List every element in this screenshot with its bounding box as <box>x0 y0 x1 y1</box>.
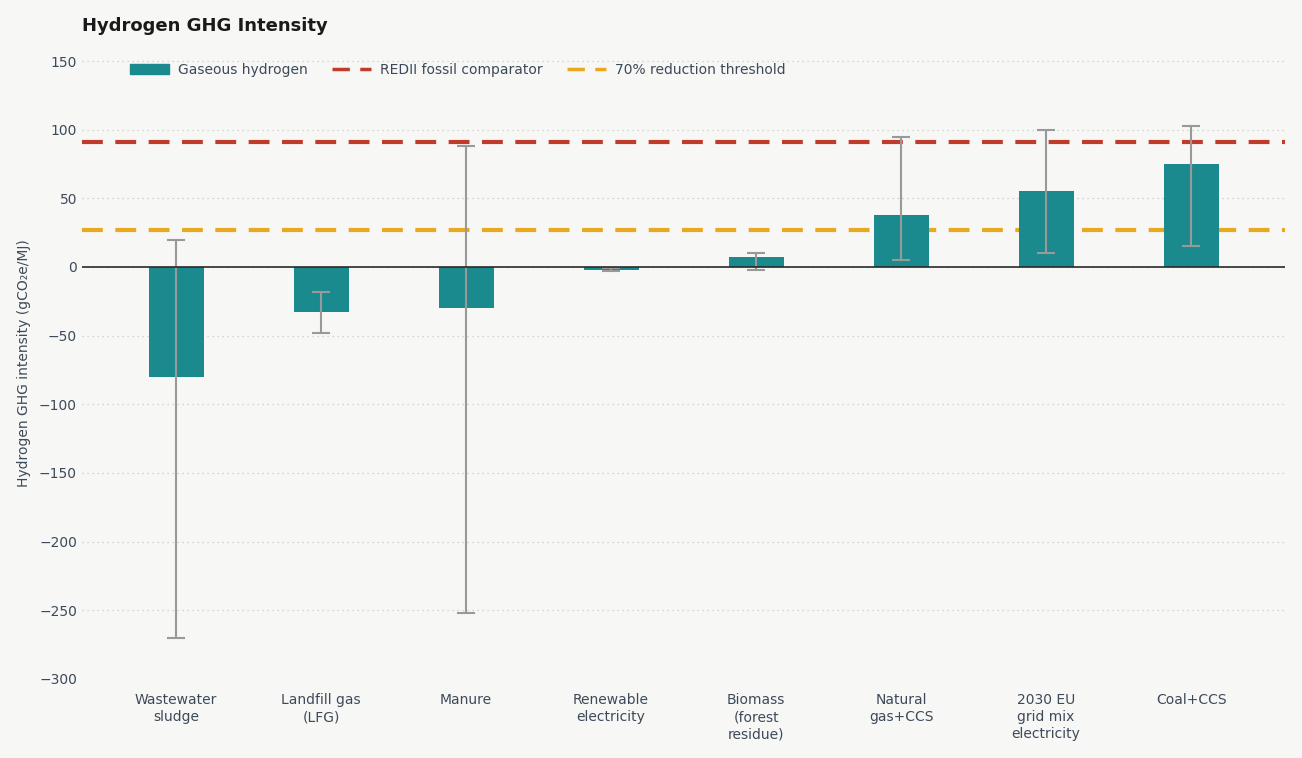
Bar <box>148 267 203 377</box>
Bar <box>1164 164 1219 267</box>
Bar <box>729 258 784 267</box>
Bar <box>583 267 639 270</box>
Bar <box>439 267 493 309</box>
Y-axis label: Hydrogen GHG intensity (gCO₂e/MJ): Hydrogen GHG intensity (gCO₂e/MJ) <box>17 240 31 487</box>
Bar <box>1018 192 1074 267</box>
Bar <box>293 267 349 312</box>
Legend: Gaseous hydrogen, REDII fossil comparator, 70% reduction threshold: Gaseous hydrogen, REDII fossil comparato… <box>125 58 790 83</box>
Text: Hydrogen GHG Intensity: Hydrogen GHG Intensity <box>82 17 328 35</box>
Bar <box>874 215 928 267</box>
